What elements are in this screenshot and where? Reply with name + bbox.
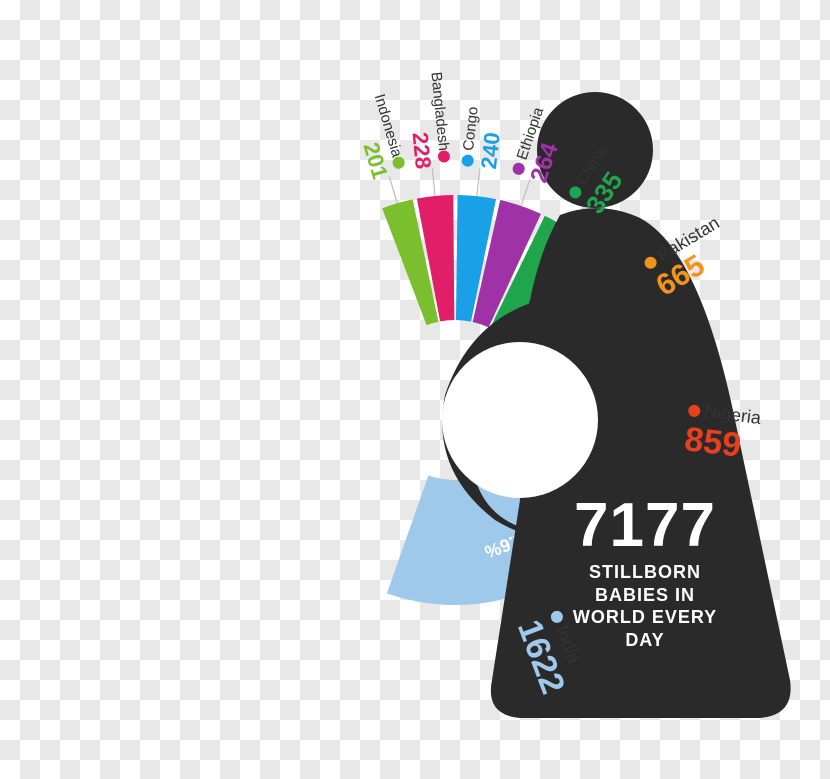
legend-bullet	[392, 156, 407, 171]
stat-number: 7177	[520, 490, 770, 561]
callout-leader	[432, 168, 435, 196]
legend-bullet	[438, 150, 451, 163]
callout-leader	[521, 179, 530, 206]
legend-bullet	[688, 403, 701, 416]
legend-bullet	[550, 609, 565, 624]
callout: Nigeria859	[682, 399, 762, 468]
callout: Congo240	[458, 106, 508, 171]
callout-leader	[477, 168, 480, 196]
callout: Bangladesh228	[401, 71, 454, 170]
legend-bullet	[461, 154, 474, 167]
callout-leader	[389, 176, 397, 203]
